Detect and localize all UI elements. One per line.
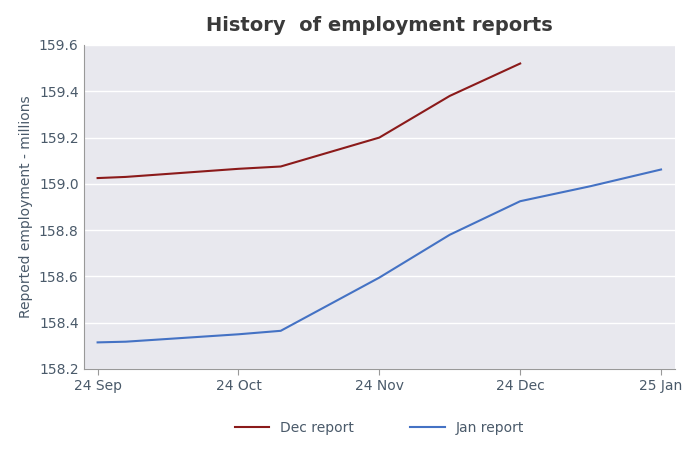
Dec report <box>235 166 243 171</box>
Jan report <box>122 339 130 344</box>
Jan report <box>93 340 102 345</box>
Dec report <box>122 174 130 180</box>
Jan report <box>657 167 665 172</box>
Jan report <box>516 198 524 204</box>
Jan report <box>445 232 454 238</box>
Title: History  of employment reports: History of employment reports <box>206 16 553 35</box>
Jan report <box>235 332 243 337</box>
Dec report <box>445 93 454 99</box>
Line: Jan report: Jan report <box>97 170 661 342</box>
Dec report <box>276 164 285 169</box>
Jan report <box>375 275 383 280</box>
Legend: Dec report, Jan report: Dec report, Jan report <box>235 421 524 435</box>
Jan report <box>276 328 285 333</box>
Dec report <box>516 61 524 66</box>
Y-axis label: Reported employment - millions: Reported employment - millions <box>19 96 33 318</box>
Dec report <box>375 135 383 140</box>
Line: Dec report: Dec report <box>97 63 520 178</box>
Dec report <box>93 176 102 181</box>
Jan report <box>587 184 595 189</box>
